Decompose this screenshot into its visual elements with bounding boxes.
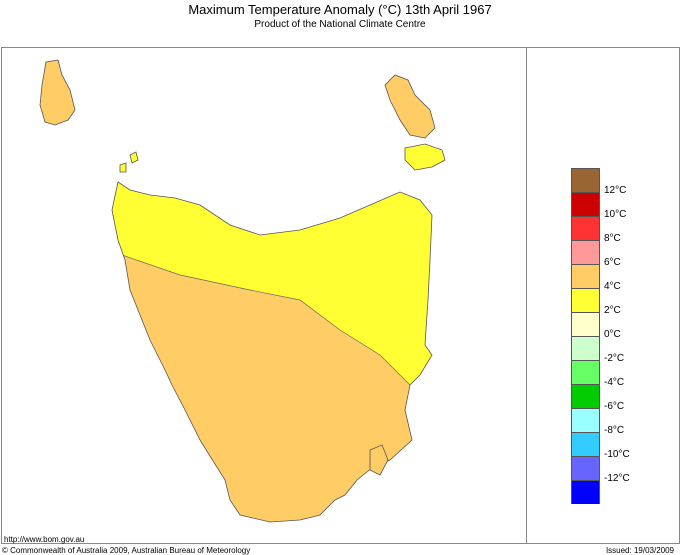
legend-swatch [571,216,600,240]
footer-url: http://www.bom.gov.au [4,535,85,544]
legend-swatch [571,384,600,408]
legend-swatch [571,360,600,384]
bruny-island [369,444,389,476]
legend-label: 8°C [604,233,621,244]
legend-label: 12°C [604,185,627,196]
tasmania-map [39,59,446,523]
legend-swatch [571,336,600,360]
legend-swatch [571,240,600,264]
legend-swatch [571,432,600,456]
legend-label: -10°C [604,449,630,460]
legend-label: -8°C [604,425,625,436]
legend-label: 6°C [604,257,621,268]
map-subtitle: Product of the National Climate Centre [254,19,426,30]
legend-label: -6°C [604,401,625,412]
legend-swatch [571,264,600,288]
legend-swatch [571,192,600,216]
king-island [39,59,76,126]
legend-swatch [571,312,600,336]
legend-label: 2°C [604,305,621,316]
legend-divider [526,47,527,544]
flinders-island [384,74,436,139]
legend-label: -12°C [604,473,630,484]
small-island [119,162,127,173]
cape-barren-island [404,143,446,171]
legend-swatch [571,288,600,312]
legend-label: 4°C [604,281,621,292]
legend-swatch [571,456,600,480]
legend-swatch [571,408,600,432]
legend-label: -4°C [604,377,625,388]
small-island [129,151,139,164]
legend-swatch [571,480,600,504]
legend-swatch [571,168,600,192]
footer-copyright: © Commonwealth of Australia 2009, Austra… [2,546,251,555]
legend-label: 10°C [604,209,627,220]
legend-label: -2°C [604,353,625,364]
color-legend: 12°C 10°C 8°C 6°C 4°C 2°C 0°C -2°C -4°C -6°C -8°C -… [571,168,630,504]
map-title: Maximum Temperature Anomaly (°C) 13th Ap… [188,2,492,17]
footer-issued: Issued: 19/03/2009 [605,546,674,555]
legend-label: 0°C [604,329,621,340]
